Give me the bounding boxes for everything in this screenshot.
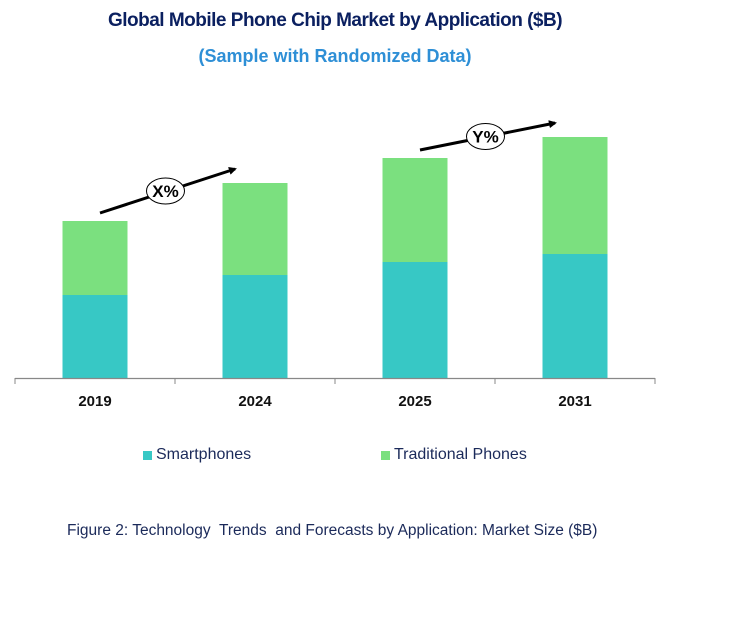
growth-label: X% xyxy=(152,182,178,201)
legend-label-traditional-phones: Traditional Phones xyxy=(394,446,527,463)
x-tick-label: 2025 xyxy=(398,393,431,410)
bar-traditional-phones-2024 xyxy=(222,183,288,275)
legend-swatch-smartphones xyxy=(143,450,152,460)
growth-label: Y% xyxy=(472,128,498,147)
legend-swatch-traditional-phones xyxy=(381,450,390,460)
chart-title: Global Mobile Phone Chip Market by Appli… xyxy=(107,10,563,31)
legend-label-smartphones: Smartphones xyxy=(156,446,252,463)
x-tick-label: 2031 xyxy=(558,393,591,410)
x-tick-label: 2019 xyxy=(78,393,111,410)
bar-traditional-phones-2019 xyxy=(62,221,128,295)
bar-traditional-phones-2025 xyxy=(382,158,448,262)
growth-label-bubble xyxy=(146,177,185,205)
bar-traditional-phones-2031 xyxy=(542,137,608,254)
x-tick-label: 2024 xyxy=(238,393,272,410)
bar-smartphones-2025 xyxy=(382,262,448,378)
figure-caption: Figure 2: Technology Trends and Forecast… xyxy=(67,522,598,539)
bar-smartphones-2024 xyxy=(222,275,288,378)
growth-label-bubble xyxy=(466,123,505,150)
legend: Traditional Phones xyxy=(381,446,527,464)
legend: Smartphones xyxy=(143,446,251,464)
chart-subtitle: (Sample with Randomized Data) xyxy=(198,46,472,66)
bar-smartphones-2031 xyxy=(542,254,608,378)
bar-smartphones-2019 xyxy=(62,295,128,378)
